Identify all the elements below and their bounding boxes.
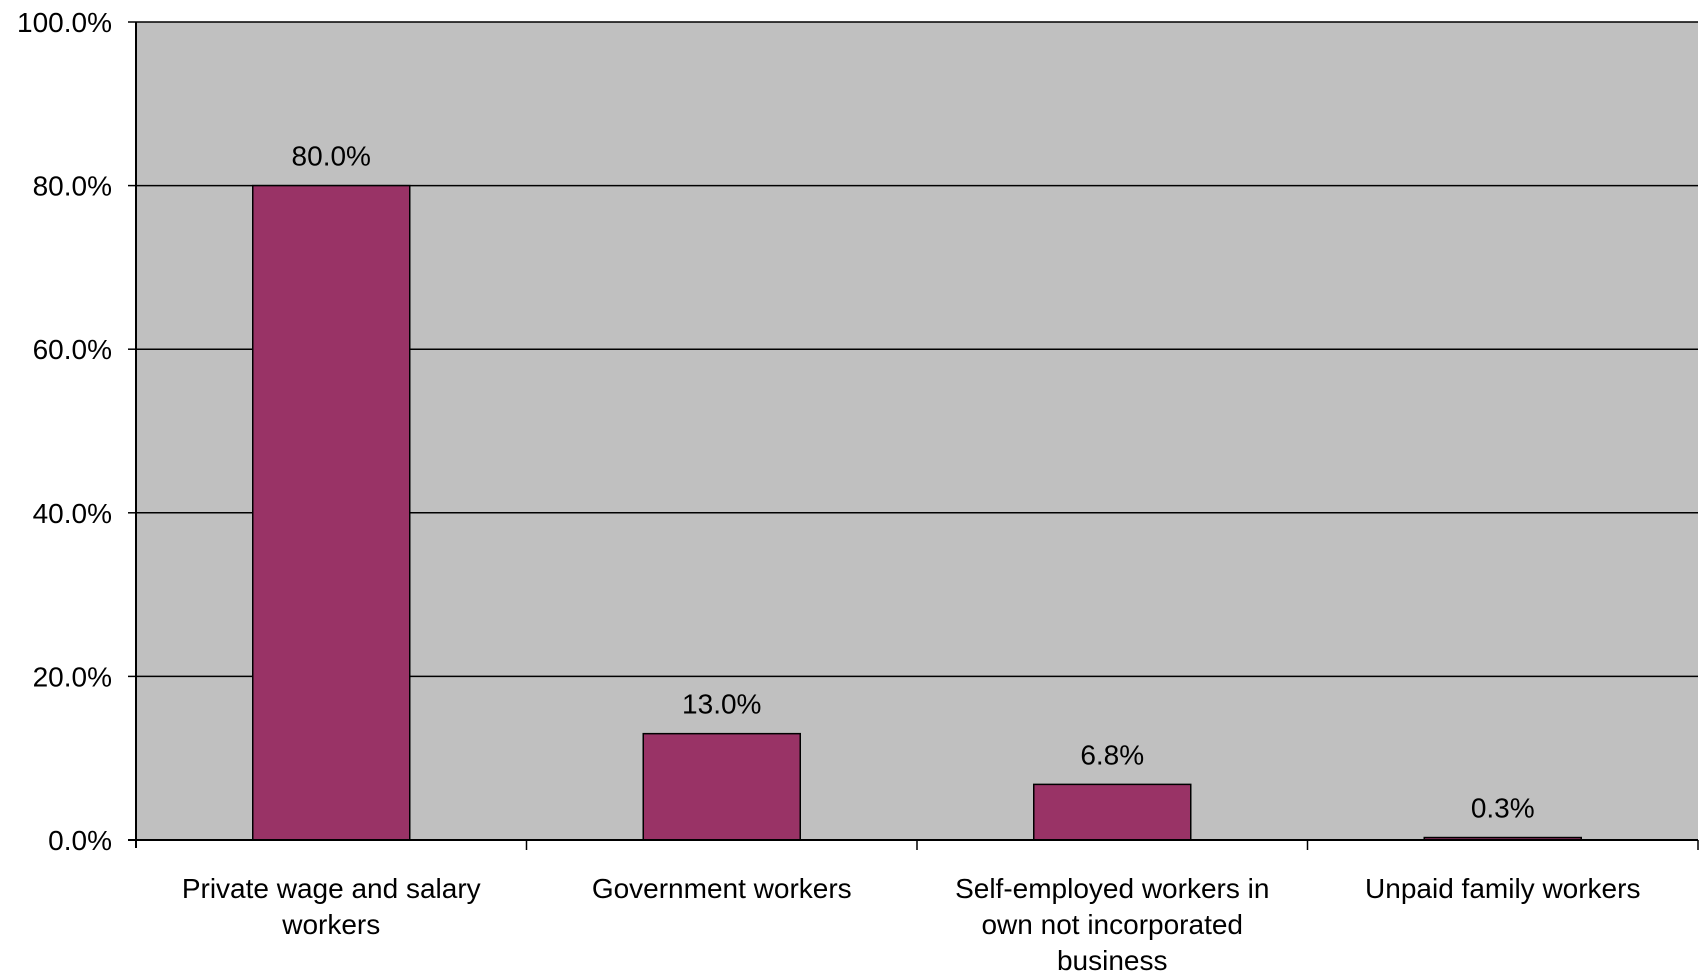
x-category-label: Government workers [592, 873, 852, 904]
data-label: 6.8% [1080, 739, 1144, 770]
data-label: 0.3% [1471, 793, 1535, 824]
bar [252, 184, 411, 841]
data-labels: 80.0% 13.0% 6.8% 0.3% [292, 141, 1535, 824]
y-tick-label: 100.0% [17, 7, 112, 38]
y-tick-label: 40.0% [33, 498, 112, 529]
y-tick-label: 80.0% [33, 171, 112, 202]
x-category-label: Self-employed workers in own not incorpor… [955, 873, 1269, 976]
data-label: 80.0% [292, 141, 371, 172]
y-axis-tick-labels: 0.0% 20.0% 40.0% 60.0% 80.0% 100.0% [17, 7, 112, 856]
y-tick-label: 0.0% [48, 825, 112, 856]
bars [252, 184, 1582, 841]
axes [128, 21, 1699, 850]
y-tick-label: 20.0% [33, 661, 112, 692]
data-label: 13.0% [682, 689, 761, 720]
x-axis-category-labels: Private wage and salary workers Government… [182, 873, 1641, 976]
x-category-label: Private wage and salary workers [182, 873, 481, 940]
bar [1033, 783, 1192, 841]
x-category-label: Unpaid family workers [1365, 873, 1640, 904]
y-tick-label: 60.0% [33, 334, 112, 365]
bar [642, 732, 801, 841]
